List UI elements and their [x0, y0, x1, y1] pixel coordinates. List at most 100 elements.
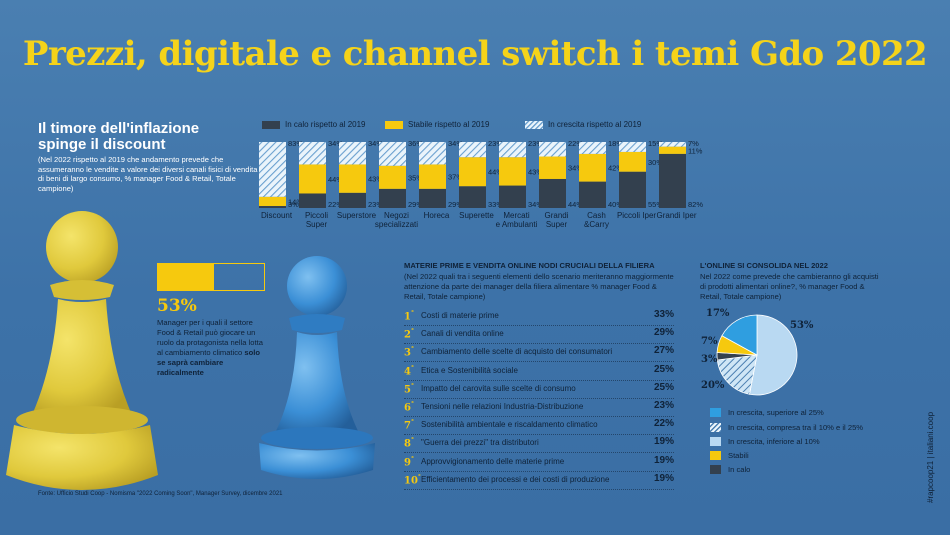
ranking-row: 9° Approvvigionamento delle materie prime… — [404, 454, 674, 472]
pie-legend-item-1: In crescita, superiore al 25% — [710, 408, 824, 417]
ranking-divider — [404, 416, 674, 417]
bar-value-label: 43% — [368, 175, 383, 184]
bar-segment — [419, 164, 446, 189]
ranking-label: Costi di materie prime — [421, 311, 499, 320]
ranking-value: 27% — [653, 345, 674, 357]
bar-value-label: 29% — [408, 200, 423, 209]
ranking-label: Approvvigionamento delle materie prime — [421, 456, 565, 466]
pie-legend-label: In calo — [728, 465, 751, 474]
bar-value-label: 40% — [608, 200, 623, 209]
bar-segment — [619, 151, 646, 172]
bar-segment — [459, 142, 486, 158]
ranking-divider — [404, 470, 674, 472]
ranking-row: 7° Sostenibilità ambientale e riscaldamen… — [404, 417, 674, 436]
category-label: &Carry — [584, 220, 609, 229]
pie-label-53: 53% — [790, 320, 814, 331]
pie-legend-item-3: In crescita, inferiore al 10% — [710, 437, 820, 446]
bar-value-label: 3% — [288, 200, 299, 209]
ranking-degree: ° — [410, 328, 414, 336]
bar-value-label: 34% — [448, 139, 463, 148]
bar-segment — [459, 186, 486, 208]
bar-value-label: 36% — [408, 139, 423, 148]
page-title: Prezzi, digitale e channel switch i temi… — [22, 34, 928, 74]
bar-segment — [459, 157, 486, 187]
bar-segment — [579, 181, 606, 208]
bar-value-label: 34% — [368, 139, 383, 148]
ranking-divider — [404, 361, 674, 363]
category-label: Horeca — [424, 211, 450, 220]
blue-pawn-illustration — [259, 256, 375, 479]
bar-segment — [539, 178, 566, 208]
bar-value-label: 43% — [528, 167, 543, 176]
side-hashtag: #rapcoop21 | italiani.coop — [926, 411, 935, 503]
bar-value-label: 37% — [448, 173, 463, 182]
ranking-value: 29% — [653, 327, 674, 339]
pie-legend-swatch — [710, 451, 721, 460]
category-label: Negozi — [384, 211, 409, 220]
bar-value-label: 23% — [528, 139, 543, 148]
bar-segment — [339, 164, 366, 193]
pie-legend-swatch — [710, 423, 721, 432]
category-label: e Ambulanti — [496, 220, 538, 229]
ranking-number: 10° — [404, 473, 421, 487]
ranking-number: 1° — [404, 310, 414, 323]
ranking-label: Sostenibilità ambientale e riscaldamento… — [421, 420, 598, 430]
pie-legend-item-4: Stabili — [710, 451, 749, 460]
pie-legend-item-2: In crescita, compresa tra il 10% e il 25… — [710, 423, 863, 432]
gauge-53 — [157, 263, 265, 291]
ranking-row: 3° Cambiamento delle scelte di acquisto d… — [404, 344, 674, 363]
category-label: Grandi Iper — [656, 211, 696, 220]
category-label: Piccoli Iper — [617, 211, 656, 220]
ranking-value: 19% — [653, 472, 674, 484]
bar-value-label: 22% — [568, 139, 583, 148]
category-label: Mercati — [503, 211, 529, 220]
pie-legend-label: Stabili — [728, 451, 749, 460]
ranking-divider — [404, 343, 674, 345]
category-label: Grandi — [544, 211, 568, 220]
left-heading-line1: Il timore dell'inflazione — [38, 120, 200, 137]
bar-segment — [619, 171, 646, 208]
bar-value-label: 44% — [328, 175, 343, 184]
ranking-degree: ° — [410, 401, 414, 408]
ranking-value: 23% — [653, 400, 674, 411]
ranking-divider — [404, 397, 674, 399]
gauge-fill — [158, 264, 215, 290]
pie-label-3: 3% — [701, 354, 718, 365]
gauge-description: Manager per i quali il settore Food & Re… — [157, 318, 267, 378]
bar-segment — [379, 188, 406, 208]
ranking-divider — [404, 488, 674, 490]
ranking-row: 5° Impatto del carovita sulle scelte di c… — [404, 381, 674, 399]
bar-value-label: 42% — [608, 164, 623, 173]
ranking-row: 4° Etica e Sostenibilità sociale 25% — [404, 363, 674, 381]
ranking-number: 2° — [404, 328, 414, 341]
gauge-percent: 53% — [157, 296, 197, 316]
pie-label-7: 7% — [701, 336, 718, 347]
bar-value-label: 34% — [568, 164, 583, 173]
bar-segment — [299, 164, 326, 194]
source-note: Fonte: Ufficio Studi Coop - Nomisma "202… — [38, 491, 283, 497]
ranking-label: Impatto del carovita sulle scelte di con… — [421, 383, 576, 393]
legend-label-in-calo: In calo rispetto al 2019 — [285, 120, 366, 129]
ranking-value: 22% — [653, 418, 674, 430]
ranking-number: 8° — [404, 437, 414, 450]
ranking-label: Tensioni nelle relazioni Industria-Distr… — [421, 402, 584, 411]
bar-value-label: 11% — [688, 146, 703, 155]
pie-subtitle: Nel 2022 come prevede che cambieranno gl… — [700, 272, 879, 301]
bar-segment — [259, 206, 286, 208]
category-label: Discount — [261, 211, 293, 220]
bar-segment — [579, 153, 606, 182]
ranking-number: 9° — [404, 455, 414, 468]
ranking-degree: ° — [417, 473, 421, 481]
category-label: Superstore — [337, 211, 377, 220]
ranking-row: 2° Canali di vendita online 29% — [404, 326, 674, 345]
ranking-value: 19% — [653, 436, 674, 448]
bar-value-label: 14% — [288, 197, 303, 206]
ranking-row: 1° Costi di materie prime 33% — [404, 308, 674, 326]
bar-segment — [419, 188, 446, 208]
ranking-subtitle: (Nel 2022 quali tra i seguenti elementi … — [404, 272, 674, 301]
pie-legend-swatch — [710, 437, 721, 446]
ranking-label: Canali di vendita online — [421, 329, 504, 339]
ranking-value: 25% — [653, 381, 674, 393]
bar-segment — [659, 153, 686, 208]
pie-legend-swatch — [710, 408, 721, 417]
